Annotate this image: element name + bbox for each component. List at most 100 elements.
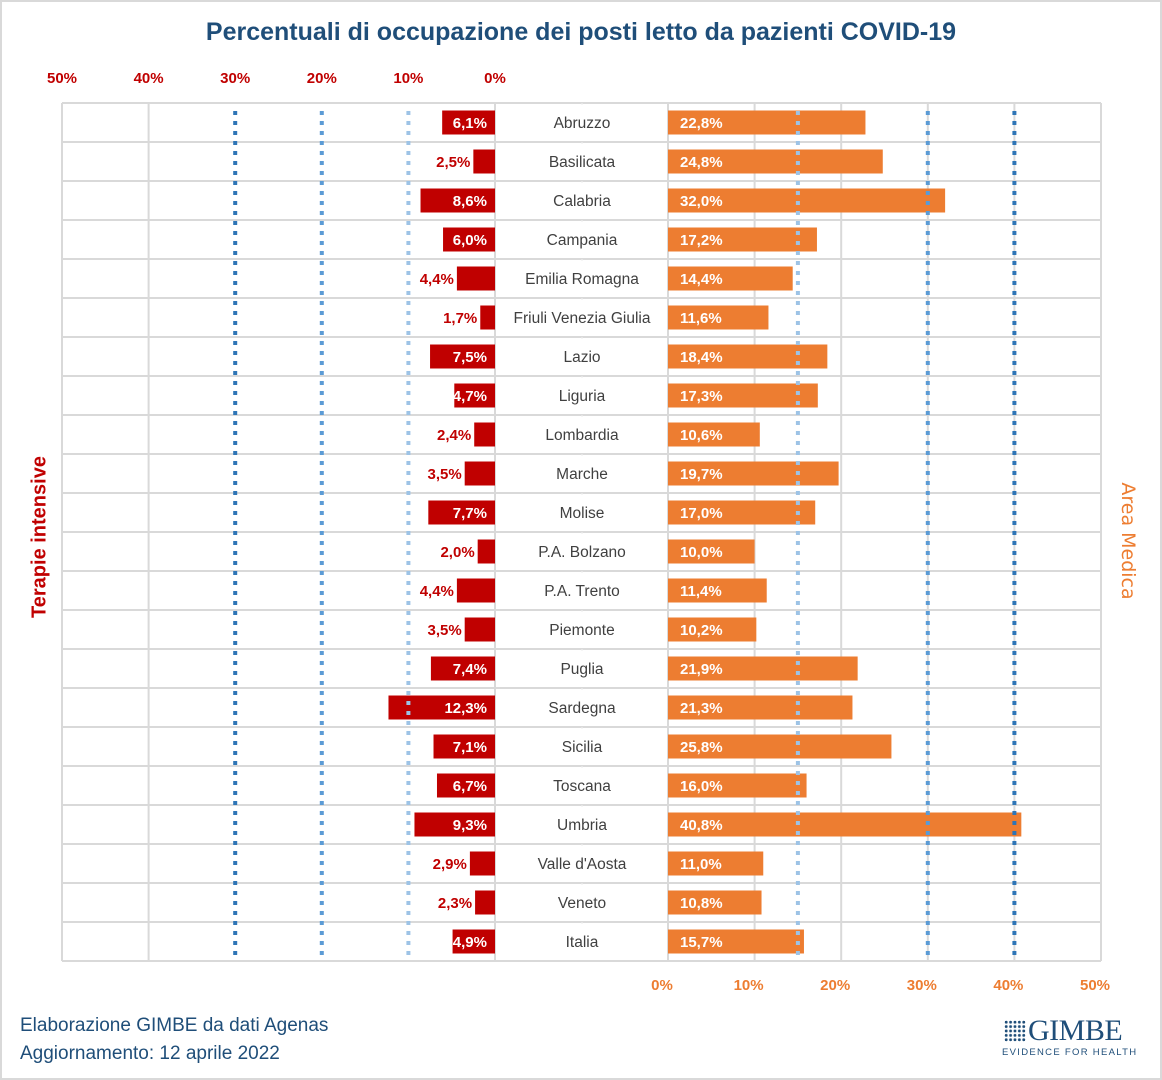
category-label: Piemonte [549,622,614,639]
data-label-terapie-intensive: 2,4% [437,427,471,444]
right-axis-tick: 50% [1079,977,1111,994]
bar-terapie-intensive [443,227,495,252]
data-label-area-medica: 21,3% [680,700,723,717]
category-label: Lazio [563,349,600,366]
bar-terapie-intensive [456,578,495,603]
logo-grid-icon [1004,1020,1026,1042]
data-label-area-medica: 11,4% [680,583,722,600]
bar-area-medica [668,266,793,291]
footer-source: Elaborazione GIMBE da dati Agenas [20,1015,329,1036]
bar-area-medica [668,188,946,213]
data-label-terapie-intensive: 6,1% [453,115,487,132]
bar-area-medica [668,578,767,603]
data-label-terapie-intensive: 4,4% [420,583,454,600]
chart-title: Percentuali di occupazione dei posti let… [205,18,957,46]
data-label-terapie-intensive: 1,7% [443,310,477,327]
category-label: Campania [547,232,618,249]
left-axis-tick: 0% [484,70,506,87]
logo-tagline: EVIDENCE FOR HEALTH [1002,1047,1138,1058]
data-label-area-medica: 10,0% [680,544,723,561]
category-label: P.A. Bolzano [538,544,626,561]
bar-area-medica [668,539,755,564]
bar-terapie-intensive [456,266,495,291]
bar-terapie-intensive [420,188,495,213]
bar-terapie-intensive [464,461,495,486]
bar-terapie-intensive [454,383,495,408]
data-label-terapie-intensive: 2,3% [438,895,472,912]
data-label-terapie-intensive: 2,9% [433,856,467,873]
bar-area-medica [668,149,883,174]
data-label-terapie-intensive: 4,9% [453,934,487,951]
data-label-area-medica: 24,8% [680,154,723,171]
category-label: Liguria [559,388,606,405]
category-label: Molise [560,505,605,522]
category-label: Friuli Venezia Giulia [514,310,651,327]
bar-terapie-intensive [474,422,495,447]
right-axis-tick: 0% [651,977,673,994]
bar-area-medica [668,734,892,759]
bar-area-medica [668,851,764,876]
right-axis-tick: 40% [993,977,1024,994]
bar-terapie-intensive [464,617,495,642]
data-label-terapie-intensive: 7,5% [453,349,487,366]
data-label-terapie-intensive: 9,3% [453,817,487,834]
category-label: Lombardia [545,427,619,444]
category-label: Italia [566,934,599,951]
data-label-area-medica: 11,0% [680,856,722,873]
data-label-terapie-intensive: 4,7% [453,388,487,405]
bar-terapie-intensive [442,110,495,135]
data-label-area-medica: 40,8% [680,817,723,834]
right-axis-tick: 30% [906,977,937,994]
bar-area-medica [668,383,818,408]
category-label: Veneto [558,895,606,912]
data-label-terapie-intensive: 6,7% [453,778,487,795]
bar-terapie-intensive [430,344,495,369]
bar-terapie-intensive [475,890,495,915]
data-label-area-medica: 17,0% [680,505,723,522]
footer-update-date: Aggiornamento: 12 aprile 2022 [20,1043,280,1064]
left-axis-tick: 40% [133,70,164,87]
data-label-terapie-intensive: 6,0% [453,232,487,249]
data-label-area-medica: 10,6% [680,427,723,444]
data-label-terapie-intensive: 7,7% [453,505,487,522]
bar-area-medica [668,773,807,798]
data-label-terapie-intensive: 7,1% [453,739,487,756]
category-label: Calabria [553,193,611,210]
category-label: Marche [556,466,608,483]
left-axis-tick: 10% [393,70,424,87]
data-label-terapie-intensive: 12,3% [444,700,487,717]
data-label-area-medica: 17,3% [680,388,723,405]
category-label: Abruzzo [554,115,611,132]
right-axis-tick: 20% [820,977,851,994]
category-label: Toscana [553,778,611,795]
bar-terapie-intensive [433,734,495,759]
gimbe-logo: GIMBE EVIDENCE FOR HEALTH [1000,1014,1138,1058]
data-label-area-medica: 14,4% [680,271,723,288]
left-axis-tick: 50% [46,70,78,87]
bar-area-medica [668,695,853,720]
bar-area-medica [668,422,760,447]
bar-area-medica [668,890,762,915]
data-label-terapie-intensive: 3,5% [427,466,461,483]
data-label-terapie-intensive: 4,4% [420,271,454,288]
data-label-area-medica: 21,9% [680,661,723,678]
bar-area-medica [668,461,839,486]
bar-terapie-intensive [414,812,495,837]
bar-terapie-intensive [430,656,495,681]
data-label-area-medica: 15,7% [680,934,723,951]
left-axis-tick: 20% [306,70,337,87]
data-label-area-medica: 10,8% [680,895,723,912]
bar-area-medica [668,305,769,330]
bar-area-medica [668,110,866,135]
bar-area-medica [668,227,817,252]
bar-terapie-intensive [388,695,495,720]
category-label: Sicilia [562,739,603,756]
data-label-terapie-intensive: 2,5% [436,154,470,171]
data-label-area-medica: 11,6% [680,310,722,327]
category-label: P.A. Trento [544,583,620,600]
data-label-area-medica: 19,7% [680,466,723,483]
data-label-area-medica: 32,0% [680,193,723,210]
bar-terapie-intensive [477,539,495,564]
